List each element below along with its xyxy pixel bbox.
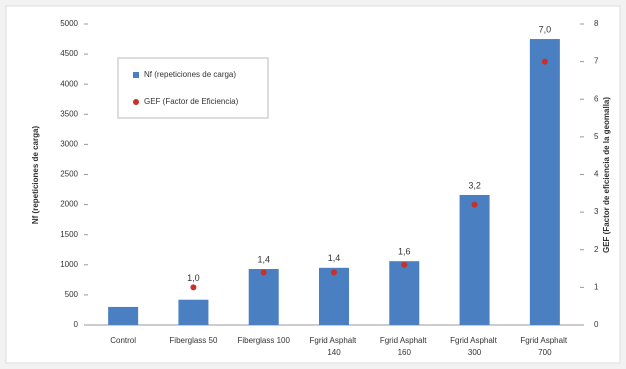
- value-label: 1,4: [257, 254, 270, 264]
- x-tick-label-line: Fgrid Asphalt: [520, 336, 569, 345]
- y2-tick-label: 0: [594, 320, 599, 329]
- y-tick-label: 5000: [60, 19, 78, 28]
- y-tick-label: 4000: [60, 79, 78, 88]
- y2-tick-label: 3: [594, 207, 599, 216]
- legend-swatch: [133, 99, 139, 105]
- chart-background: [5, 5, 621, 364]
- y2-tick-label: 6: [594, 94, 599, 103]
- point: [190, 284, 197, 291]
- x-tick-label: Fiberglass 50: [169, 336, 218, 345]
- value-label: 7,0: [539, 24, 552, 34]
- x-tick-label: Control: [110, 336, 136, 345]
- x-tick-label-line: Fgrid Asphalt: [450, 336, 499, 345]
- x-tick-label-line: 140: [327, 348, 341, 357]
- value-label: 3,2: [468, 180, 481, 190]
- y2-tick-label: 1: [594, 282, 599, 291]
- y-tick-label: 0: [74, 320, 79, 329]
- x-tick-label: Fgrid Asphalt 140: [310, 336, 359, 357]
- legend-swatch: [133, 72, 139, 78]
- x-tick-label-line: 300: [468, 348, 482, 357]
- x-tick-label: Fiberglass 100: [237, 336, 290, 345]
- value-label: 1,6: [398, 247, 411, 257]
- x-tick-label-line: 160: [398, 348, 412, 357]
- x-tick-label-line: 700: [538, 348, 552, 357]
- y-tick-label: 500: [65, 290, 79, 299]
- point: [471, 201, 478, 208]
- x-tick-label: Fgrid Asphalt 300: [450, 336, 499, 357]
- point: [260, 269, 267, 276]
- value-label: 1,0: [187, 273, 200, 283]
- y-tick-label: 2500: [60, 170, 78, 179]
- y-tick-label: 3000: [60, 140, 78, 149]
- bar: [319, 267, 349, 325]
- x-tick-label: Fgrid Asphalt 700: [520, 336, 569, 357]
- x-tick-label: Fgrid Asphalt 160: [380, 336, 429, 357]
- y-tick-label: 4500: [60, 49, 78, 58]
- legend-label: Nf (repeticiones de carga): [144, 70, 236, 79]
- point: [331, 269, 337, 276]
- y2-axis-label: GEF (Factor de eficiencia de la geomalla…: [602, 97, 611, 253]
- y2-tick-label: 4: [594, 170, 599, 179]
- x-tick-label-line: Fgrid Asphalt: [310, 336, 359, 345]
- bar: [459, 194, 490, 325]
- y-axis-label: Nf (repeticiones de carga): [31, 126, 40, 225]
- bar: [248, 269, 279, 325]
- y-tick-label: 1000: [60, 260, 78, 269]
- bar: [178, 299, 209, 325]
- y2-tick-label: 8: [594, 19, 599, 28]
- y2-tick-label: 5: [594, 132, 599, 141]
- y-tick-label: 1500: [60, 230, 78, 239]
- bar: [529, 39, 560, 326]
- y2-tick-label: 7: [594, 57, 599, 66]
- legend: [117, 57, 269, 119]
- value-label: 1,4: [328, 253, 341, 263]
- point: [541, 58, 548, 65]
- y-tick-label: 2000: [60, 200, 78, 209]
- y-tick-label: 3500: [60, 109, 78, 118]
- y2-tick-label: 2: [594, 245, 599, 254]
- bar: [108, 306, 139, 325]
- legend-label: GEF (Factor de Eficiencia): [144, 97, 239, 106]
- x-tick-label-line: Fgrid Asphalt: [380, 336, 429, 345]
- bar: [389, 261, 420, 325]
- point: [401, 261, 408, 268]
